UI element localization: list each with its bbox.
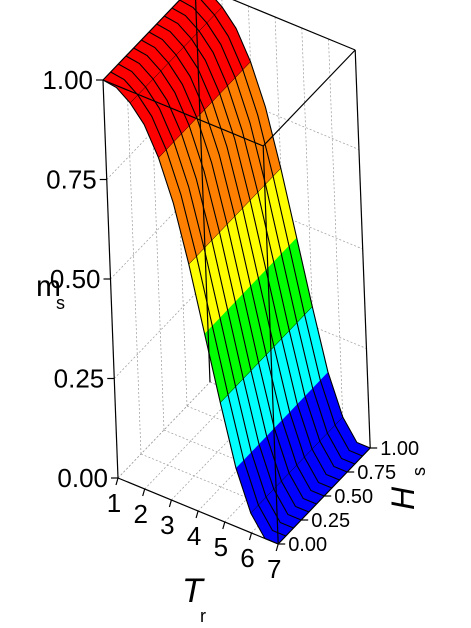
x-tick-mark [275,543,279,552]
y-tick-label: 0.75 [357,462,396,484]
back-wall-grid-line [113,282,207,379]
x-tick-label: 2 [133,499,147,529]
box-edge [354,49,371,449]
tick-labels: 0.000.250.500.751.001 2 3 4 5 6 70.000.250.500… [42,65,419,584]
z-axis-title: m [36,270,61,303]
x-tick-mark [248,532,253,541]
y-axis-title-sub: s [409,467,429,476]
x-axis-title-sub: r [200,606,206,626]
z-axis-title-sub: s [56,293,65,313]
x-tick-label: 5 [214,532,228,562]
box-edge [195,0,211,383]
y-tick-label: 1.00 [380,438,419,460]
x-tick-mark [195,510,199,519]
surface-mesh-line [188,168,281,265]
box-edge [102,0,181,81]
box-edge [262,145,279,545]
x-tick-mark [142,488,146,497]
box-edge [262,49,356,147]
z-tick-label: 0.50 [50,264,101,294]
x-tick-mark [222,521,226,530]
z-tick-label: 1.00 [42,65,93,95]
surface-mesh-line [158,61,251,158]
x-tick-label: 7 [267,554,281,584]
y-axis-title: H [385,486,421,510]
y-tick-label: 0.50 [334,486,373,508]
z-tick-label: 0.75 [46,165,97,195]
x-axis-title: T [182,572,205,610]
y-tick-label: 0.25 [311,510,350,532]
x-tick-label: 3 [160,510,174,540]
surface-mesh-line [220,306,313,403]
box-edge [232,0,356,51]
z-tick-label: 0.25 [54,364,105,394]
x-tick-mark [168,499,172,508]
y-tick-label: 0.00 [288,534,327,556]
x-tick-label: 1 [107,488,121,518]
x-tick-label: 6 [240,543,254,573]
surface-mesh-line [129,6,223,104]
x-tick-label: 4 [187,521,201,551]
surface [102,0,371,545]
box-edge [102,79,264,147]
x-tick-mark [115,477,119,486]
z-tick-label: 0.00 [57,463,108,493]
surface-mesh-line [250,416,343,514]
